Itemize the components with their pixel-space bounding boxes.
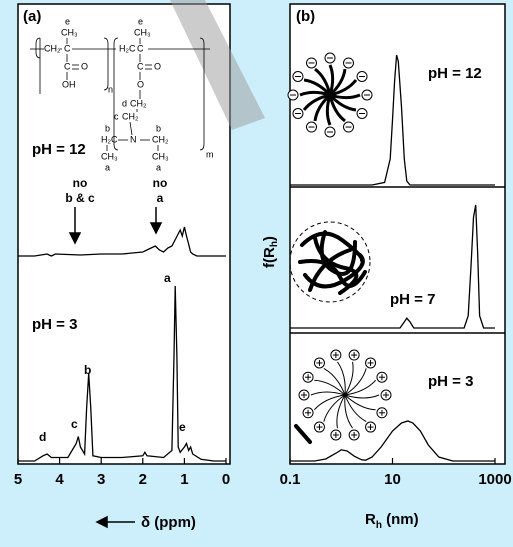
structure-label: a <box>156 162 161 172</box>
structure-label: d <box>122 98 127 108</box>
peak-label: b <box>84 363 91 377</box>
x-tick-label: 1000 <box>478 471 511 488</box>
structure-label: OH <box>62 79 76 89</box>
structure-label: C <box>137 61 144 71</box>
page: {"chart_data": [ {"type": "line", "panel… <box>0 0 513 547</box>
structure-label: m <box>206 149 214 159</box>
annotation: no <box>153 176 168 190</box>
peak-label: a <box>164 271 171 285</box>
structure-label: C <box>64 43 71 53</box>
y-axis-label: f(Rh) <box>261 236 280 268</box>
series-label: pH = 12 <box>428 65 482 82</box>
y-label-part: f(R <box>261 247 278 268</box>
series-label: pH = 7 <box>390 291 435 308</box>
structure-label: CH₂ <box>122 111 139 121</box>
x-tick-label: 0 <box>222 471 230 488</box>
x-tick-label: 10 <box>384 471 401 488</box>
structure-label: e <box>65 16 70 26</box>
series-label: pH = 12 <box>32 141 86 158</box>
structure-label: N <box>130 134 137 144</box>
x-tick-label: 1 <box>180 471 188 488</box>
x-tick-label: 0.1 <box>280 471 301 488</box>
structure-label: H₂C <box>101 134 118 144</box>
structure-label: CH₂ <box>44 43 61 53</box>
panel-label: (a) <box>23 8 41 25</box>
structure-label: CH₃ <box>134 27 151 37</box>
structure-label: CH₃ <box>152 151 169 161</box>
structure-label: H₂C <box>119 43 136 53</box>
structure-label: O <box>81 61 88 71</box>
x-tick-label: 3 <box>97 471 105 488</box>
series-label: pH = 3 <box>428 373 473 390</box>
x-tick-label: 2 <box>139 471 147 488</box>
structure-label: CH₃ <box>61 27 78 37</box>
structure-label: e <box>138 16 143 26</box>
panel-label: (b) <box>296 8 315 25</box>
structure-label: b <box>105 123 110 133</box>
structure-label: O <box>137 79 144 89</box>
peak-label: c <box>71 417 78 431</box>
panel-a-frame <box>18 4 230 464</box>
structure-label: n <box>108 84 113 94</box>
structure-label: C <box>137 43 144 53</box>
structure-label: c <box>114 111 119 121</box>
annotation: a <box>157 191 164 205</box>
x-label-part: (nm) <box>382 511 419 528</box>
figure: e CH₃ CH₂ C C O OH n e CH₃ H₂C C C O O d… <box>0 0 513 547</box>
x-axis-label: Rh (nm) <box>365 511 419 531</box>
y-label-part: ) <box>261 236 278 241</box>
structure-label: CH₂ <box>152 134 169 144</box>
structure-label: b <box>156 123 161 133</box>
peak-label: d <box>39 430 46 444</box>
x-tick-label: 5 <box>14 471 22 488</box>
structure-label: C <box>64 61 71 71</box>
annotation: no <box>73 176 88 190</box>
x-tick-label: 4 <box>55 471 64 488</box>
peak-label: e <box>179 420 186 434</box>
x-axis-label: δ (ppm) <box>141 514 196 531</box>
structure-label: CH₃ <box>101 151 118 161</box>
structure-label: O <box>154 61 161 71</box>
series-label: pH = 3 <box>32 316 77 333</box>
structure-label: CH₂ <box>130 98 147 108</box>
structure-label: a <box>105 162 110 172</box>
annotation: b & c <box>65 191 95 205</box>
x-label-part: R <box>365 511 376 528</box>
